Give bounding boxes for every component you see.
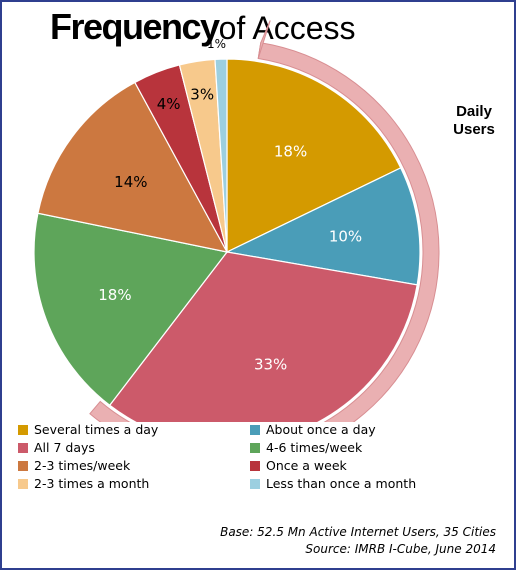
slice-label-4-6-times-week: 18% [98,286,131,304]
callout-label: Daily Users [453,103,495,138]
legend-label: About once a day [266,422,376,437]
slice-label-several-times-a-day: 18% [274,143,307,161]
legend-label: Less than once a month [266,476,417,491]
legend-item-once-a-week: Once a week [250,458,347,473]
legend-item-less-than-once-a-month: Less than once a month [250,476,416,491]
slice-label-once-a-week: 4% [157,95,181,113]
slice-label-less-than-once-a-month: 1% [207,37,226,51]
legend-swatch [18,478,28,489]
legend-swatch [250,442,260,453]
legend-label: 2-3 times a month [34,476,150,491]
footer-source: Source: IMRB I-Cube, June 2014 [305,542,496,556]
footer-base: Base: 52.5 Mn Active Internet Users, 35 … [220,525,496,539]
legend-swatch [18,424,28,435]
pie-slice-all-7-days [108,251,418,422]
legend-label: Several times a day [34,422,159,437]
legend-label: 4-6 times/week [266,440,363,455]
legend-swatch [250,460,260,471]
legend-swatch [18,442,28,453]
legend-item-several-times-a-day: Several times a day [18,422,158,437]
daily-users-callout-arc [89,42,440,422]
chart-title: Frequencyof Access [50,6,356,48]
slice-label-2-3-times-a-month: 3% [190,86,214,104]
legend-swatch [18,460,28,471]
legend-label: All 7 days [34,440,95,455]
pie-slice-4-6-times-week [33,212,229,407]
slice-label-2-3-times-week: 14% [114,173,147,191]
pie-slice-2-3-times-week [37,81,229,253]
title-rest: of Access [218,10,356,46]
legend-item-2-3-times-week: 2-3 times/week [18,458,130,473]
footer: Base: 52.5 Mn Active Internet Users, 35 … [220,524,496,558]
pie-slice-about-once-a-day [225,167,421,286]
title-bold: Frequency [50,6,220,47]
slice-label-about-once-a-day: 10% [329,227,362,245]
daily-users-callout-pointer [257,20,271,59]
legend-item-4-6-times-week: 4-6 times/week [250,440,362,455]
legend-label: 2-3 times/week [34,458,131,473]
legend-swatch [250,478,260,489]
legend-item-all-7-days: All 7 days [18,440,95,455]
legend-item-2-3-times-a-month: 2-3 times a month [18,476,149,491]
legend-item-about-once-a-day: About once a day [250,422,376,437]
legend-swatch [250,424,260,435]
pie-slice-less-than-once-a-month [214,58,228,253]
legend-label: Once a week [266,458,347,473]
pie-chart: 18% 10% 33% 18% 14% 4% 3% 1% Daily Users [33,20,495,422]
slice-label-all-7-days: 33% [254,355,287,373]
pie-slice-several-times-a-day [226,58,402,253]
